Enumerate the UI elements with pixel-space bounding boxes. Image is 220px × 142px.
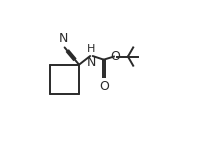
Text: O: O	[110, 50, 120, 63]
Text: O: O	[99, 80, 109, 93]
Text: N: N	[59, 32, 69, 45]
Text: H: H	[87, 44, 95, 54]
Text: N: N	[87, 56, 96, 69]
